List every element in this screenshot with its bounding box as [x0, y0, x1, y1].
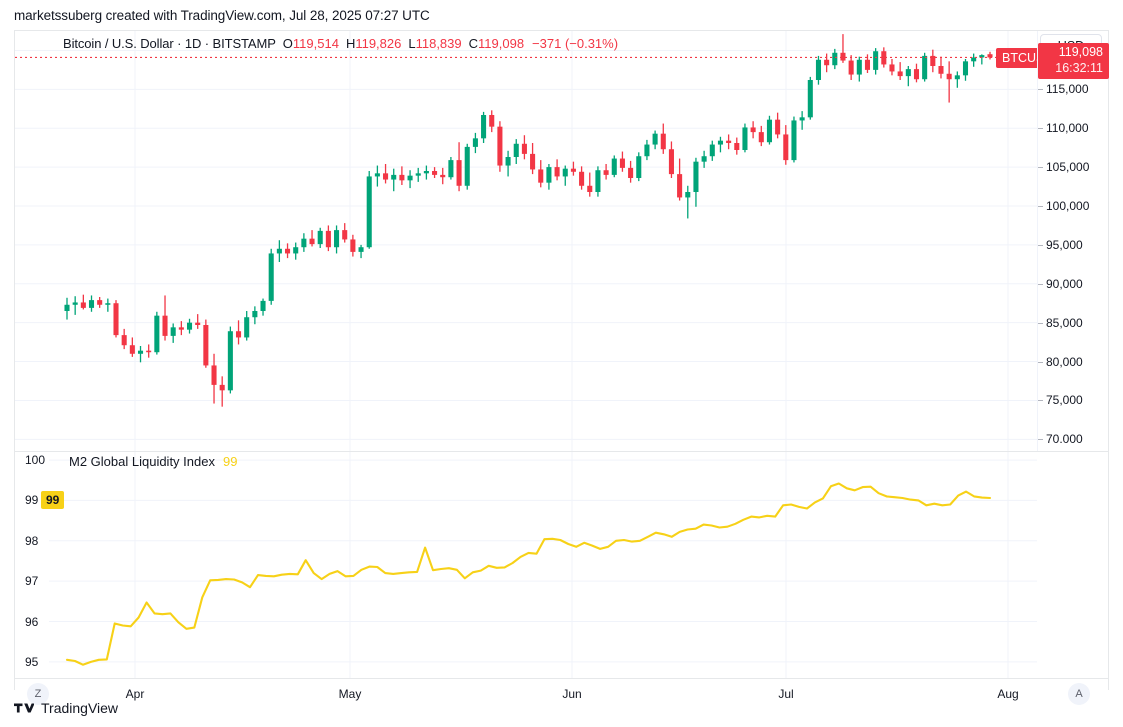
price-tick-mark: [1038, 89, 1043, 91]
price-tick-label: 85,000: [1046, 315, 1083, 330]
indicator-tick-label: 99: [25, 493, 39, 508]
symbol-price-tag: BTCUSD: [996, 48, 1037, 69]
open-label: O: [282, 36, 293, 51]
indicator-tick-label: 98: [25, 533, 39, 548]
price-tick-label: 100,000: [1046, 199, 1090, 213]
price-scale[interactable]: 119,098 16:32:11 70.000 75,000 80,000 85,00…: [1037, 31, 1109, 451]
change-value: −371 (−0.31%): [532, 36, 619, 51]
price-tick-mark: [1038, 361, 1043, 363]
time-tick-label: Apr: [125, 687, 145, 701]
ohlc-low: L118,839: [408, 36, 461, 51]
candlestick-plot: [15, 31, 1037, 451]
high-label: H: [345, 36, 356, 51]
price-tick-mark: [1038, 400, 1043, 402]
price-tick-label: 95,000: [1046, 237, 1083, 252]
price-tick-mark: [1038, 283, 1043, 285]
price-tick-mark: [1038, 322, 1043, 324]
price-tick-mark: [1038, 167, 1043, 169]
price-tick-label: 105,000: [1046, 160, 1090, 175]
pane-divider[interactable]: [15, 451, 1108, 452]
price-tick-label: 70.000: [1046, 432, 1083, 447]
price-pane[interactable]: BTCUSD: [15, 31, 1037, 451]
ohlc-open: O119,514: [283, 36, 339, 51]
indicator-value: 99: [222, 454, 238, 469]
price-tick-mark: [1038, 439, 1043, 441]
indicator-value-badge: 99: [41, 491, 65, 510]
indicator-legend: M2 Global Liquidity Index 99: [69, 454, 237, 469]
close-label: C: [468, 36, 479, 51]
bar-countdown: 16:32:11: [1055, 60, 1103, 75]
price-tick-label: 80,000: [1046, 354, 1083, 369]
m2-liquidity-plot: [49, 452, 1037, 678]
price-tick-mark: [1038, 244, 1043, 246]
price-tick-mark: [1038, 206, 1043, 207]
price-tick-label: 90,000: [1046, 276, 1083, 291]
price-tick-label: 110,000: [1046, 121, 1089, 136]
auto-scale-button[interactable]: A: [1068, 683, 1090, 705]
low-value: 118,839: [415, 36, 462, 51]
open-value: 119,514: [292, 36, 339, 51]
indicator-tick-label: 96: [25, 614, 39, 629]
ohlc-high: H119,826: [346, 36, 401, 51]
close-value: 119,098: [478, 36, 525, 51]
footer-brand: TradingView: [14, 700, 118, 716]
low-label: L: [408, 36, 416, 51]
chart-frame: Bitcoin / U.S. Dollar · 1D · BITSTAMP O1…: [14, 30, 1109, 709]
time-axis[interactable]: Z A Apr May Jun Jul Aug: [15, 678, 1108, 709]
price-tick-label: 75,000: [1046, 393, 1083, 408]
time-tick-label: Jun: [562, 687, 582, 701]
symbol-description: Bitcoin / U.S. Dollar · 1D · BITSTAMP: [63, 36, 276, 51]
reset-zoom-button[interactable]: Z: [27, 683, 49, 705]
footer-brand-text: TradingView: [41, 700, 119, 716]
indicator-pane[interactable]: M2 Global Liquidity Index 99 95 96 97 98 99 1…: [15, 452, 1037, 678]
indicator-title: M2 Global Liquidity Index: [69, 454, 215, 469]
current-price-value: 119,098: [1058, 45, 1103, 60]
chart-legend: Bitcoin / U.S. Dollar · 1D · BITSTAMP O1…: [63, 36, 618, 51]
indicator-tick-label: 97: [25, 574, 39, 589]
high-value: 119,826: [355, 36, 402, 51]
price-tick-mark: [1038, 128, 1043, 130]
time-tick-label: Aug: [997, 687, 1019, 701]
price-tick-label: 115,000: [1046, 82, 1089, 97]
indicator-tick-label: 95: [25, 654, 39, 669]
ohlc-close: C119,098: [469, 36, 524, 51]
current-price-badge: 119,098 16:32:11: [1038, 43, 1109, 79]
tradingview-logo-icon: [14, 703, 34, 713]
time-tick-label: Jul: [778, 687, 794, 701]
indicator-tick-label: 100: [25, 453, 46, 468]
time-tick-label: May: [338, 687, 362, 701]
attribution-text: marketssuberg created with TradingView.c…: [0, 0, 1123, 30]
